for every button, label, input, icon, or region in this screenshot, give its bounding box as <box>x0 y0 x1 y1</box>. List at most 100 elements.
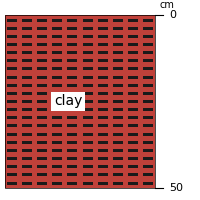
Bar <box>128 182 138 184</box>
Text: cm: cm <box>160 0 174 10</box>
Bar <box>143 116 153 119</box>
Bar <box>37 116 47 119</box>
Bar <box>128 149 138 152</box>
Bar <box>5 15 155 188</box>
Bar <box>83 92 93 95</box>
Bar <box>7 149 17 152</box>
Bar <box>143 67 153 70</box>
Bar <box>128 35 138 38</box>
Bar <box>67 67 77 70</box>
Bar <box>143 35 153 38</box>
Bar <box>98 100 108 103</box>
Bar <box>52 35 62 38</box>
Bar <box>52 67 62 70</box>
Bar <box>52 84 62 87</box>
Bar <box>37 182 47 184</box>
Bar <box>7 141 17 144</box>
Bar <box>143 100 153 103</box>
Bar <box>67 124 77 127</box>
Bar <box>37 67 47 70</box>
Bar <box>98 141 108 144</box>
Bar <box>7 92 17 95</box>
Bar <box>83 35 93 38</box>
Bar <box>7 157 17 160</box>
Bar <box>83 108 93 111</box>
Bar <box>37 149 47 152</box>
Bar <box>22 76 32 79</box>
Bar <box>67 141 77 144</box>
Bar <box>83 19 93 21</box>
Bar <box>67 84 77 87</box>
Bar <box>143 165 153 168</box>
Bar <box>67 173 77 176</box>
Bar <box>128 100 138 103</box>
Bar <box>67 51 77 54</box>
Bar <box>83 84 93 87</box>
Bar <box>7 100 17 103</box>
Bar <box>22 141 32 144</box>
Bar <box>143 27 153 30</box>
Bar <box>37 141 47 144</box>
Bar <box>52 92 62 95</box>
Bar <box>113 182 123 184</box>
Bar <box>128 124 138 127</box>
Bar <box>143 59 153 62</box>
Bar <box>128 51 138 54</box>
Bar <box>37 19 47 21</box>
Bar <box>7 27 17 30</box>
Bar <box>143 133 153 136</box>
Bar <box>22 27 32 30</box>
Bar <box>83 27 93 30</box>
Bar <box>52 182 62 184</box>
Bar <box>83 116 93 119</box>
Bar <box>37 92 47 95</box>
Bar <box>98 149 108 152</box>
Bar <box>98 19 108 21</box>
Bar <box>143 51 153 54</box>
Bar <box>7 43 17 46</box>
Bar <box>22 19 32 21</box>
Bar <box>113 51 123 54</box>
Bar <box>113 35 123 38</box>
Bar <box>7 35 17 38</box>
Bar <box>37 59 47 62</box>
Bar <box>52 124 62 127</box>
Bar <box>143 108 153 111</box>
Bar <box>22 116 32 119</box>
Bar <box>98 157 108 160</box>
Bar <box>67 157 77 160</box>
Bar <box>98 67 108 70</box>
Bar <box>67 133 77 136</box>
Bar <box>143 182 153 184</box>
Bar <box>143 92 153 95</box>
Text: clay: clay <box>54 95 82 108</box>
Bar <box>128 108 138 111</box>
Bar <box>67 116 77 119</box>
Bar <box>128 116 138 119</box>
Bar <box>7 84 17 87</box>
Bar <box>83 124 93 127</box>
Bar <box>67 27 77 30</box>
Bar <box>143 157 153 160</box>
Bar <box>98 173 108 176</box>
Bar <box>37 43 47 46</box>
Bar <box>37 100 47 103</box>
Bar <box>52 100 62 103</box>
Bar <box>98 108 108 111</box>
Bar <box>52 108 62 111</box>
Bar <box>67 19 77 21</box>
Bar <box>67 35 77 38</box>
Bar <box>37 124 47 127</box>
Bar <box>128 43 138 46</box>
Bar <box>143 43 153 46</box>
Bar <box>7 124 17 127</box>
Bar <box>98 124 108 127</box>
Bar <box>83 149 93 152</box>
Bar <box>143 141 153 144</box>
Bar <box>22 43 32 46</box>
Bar <box>67 59 77 62</box>
Bar <box>83 59 93 62</box>
Bar <box>37 84 47 87</box>
Bar <box>67 92 77 95</box>
Bar <box>67 182 77 184</box>
